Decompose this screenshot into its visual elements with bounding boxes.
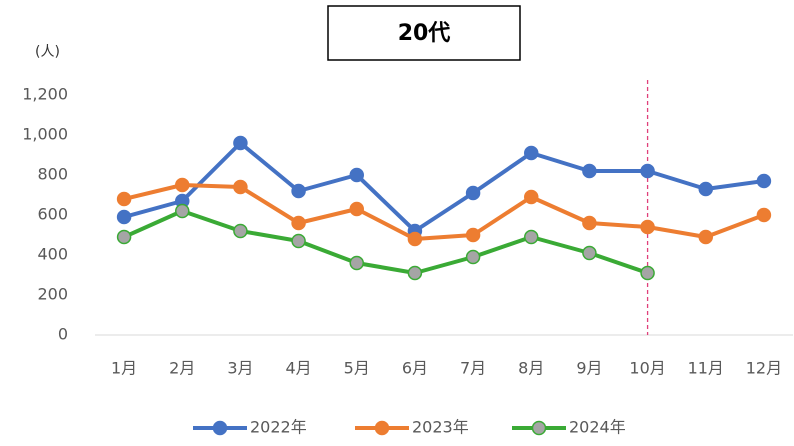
x-tick-label: 6月 [402,359,428,378]
x-tick-label: 8月 [518,359,544,378]
series-line [123,141,765,233]
data-point [756,207,772,223]
data-point [698,229,713,245]
data-point [640,163,655,179]
x-tick-label: 10月 [629,359,665,378]
data-point [349,201,364,217]
data-point [233,179,248,195]
x-tick-label: 5月 [344,359,370,378]
legend-label: 2022年 [250,418,307,437]
x-tick-label: 7月 [460,359,486,378]
y-tick-label: 0 [58,325,68,344]
data-point [175,177,190,193]
data-point [524,229,539,245]
y-tick-label: 600 [37,205,68,224]
data-point [233,223,248,239]
data-point [640,219,655,235]
data-point [407,265,423,281]
data-point [349,255,364,271]
data-point [116,229,132,245]
x-tick-label: 12月 [746,359,782,378]
data-point [233,135,248,151]
x-tick-label: 1月 [111,359,137,378]
data-point [640,265,655,281]
data-point [465,227,481,243]
legend-marker [212,420,228,436]
data-point [582,215,597,231]
legend-marker [531,420,547,436]
data-point [756,173,772,189]
legend-marker [374,420,390,436]
data-point [291,215,306,231]
data-point [116,191,132,207]
legend-label: 2023年 [412,418,469,437]
unit-label: (人) [35,44,60,60]
x-tick-label: 3月 [227,359,253,378]
data-point [465,185,481,201]
x-tick-label: 2月 [169,359,195,378]
data-point [407,231,423,247]
data-point [524,145,539,161]
y-tick-label: 800 [37,165,68,184]
title-box [327,5,521,61]
data-point [582,245,597,261]
series-line [123,183,765,241]
data-point [582,163,597,179]
x-tick-label: 11月 [688,359,724,378]
data-point [175,203,190,219]
data-point [465,249,481,265]
data-point [116,209,132,225]
data-point [291,183,306,199]
x-tick-label: 9月 [576,359,602,378]
data-point [698,181,713,197]
series-line [123,209,649,275]
x-tick-label: 4月 [285,359,311,378]
y-tick-label: 200 [37,285,68,304]
data-point [291,233,306,249]
legend-label: 2024年 [569,418,626,437]
y-tick-label: 1,000 [22,125,68,144]
y-tick-label: 1,200 [22,85,68,104]
data-point [349,167,364,183]
y-tick-label: 400 [37,245,68,264]
chart-title: 20代 [398,21,451,46]
data-point [524,189,539,205]
